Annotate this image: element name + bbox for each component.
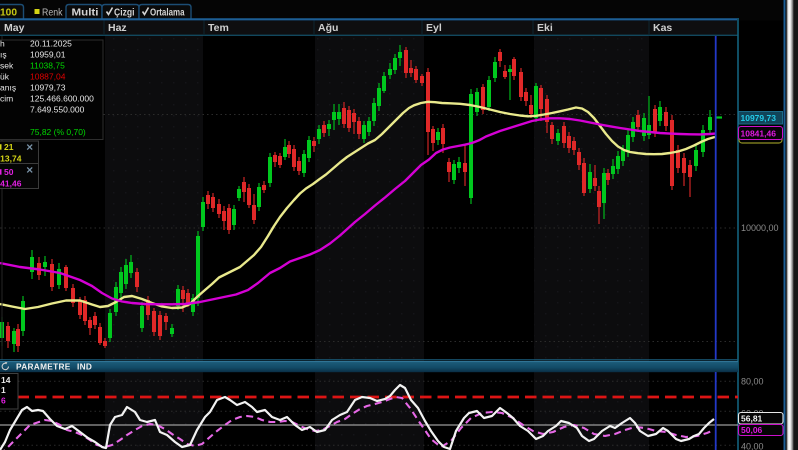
svg-text:20.11.2025: 20.11.2025 xyxy=(30,39,72,49)
svg-text:56,81: 56,81 xyxy=(741,414,763,424)
svg-text:50: 50 xyxy=(4,167,14,177)
svg-text:Renk: Renk xyxy=(42,7,63,19)
svg-text:ük: ük xyxy=(0,72,10,82)
svg-text:Kas: Kas xyxy=(653,22,672,34)
svg-text:14: 14 xyxy=(1,375,11,385)
svg-text:IND: IND xyxy=(77,362,92,372)
svg-text:Haz: Haz xyxy=(108,22,127,34)
svg-text:6: 6 xyxy=(1,396,6,406)
svg-text:50,06: 50,06 xyxy=(741,425,763,435)
svg-text:PARAMETRE: PARAMETRE xyxy=(16,362,71,372)
svg-text:Multi: Multi xyxy=(72,8,99,19)
svg-text:Çizgi: Çizgi xyxy=(114,8,135,19)
svg-text:sek: sek xyxy=(0,61,14,71)
svg-text:1: 1 xyxy=(1,385,6,395)
svg-text:10841,46: 10841,46 xyxy=(0,179,22,189)
svg-text:10959,01: 10959,01 xyxy=(30,50,66,60)
svg-text:21: 21 xyxy=(4,142,14,152)
svg-text:100: 100 xyxy=(0,8,17,19)
svg-text:Eki: Eki xyxy=(537,22,553,34)
svg-text:Ortalama: Ortalama xyxy=(150,8,185,19)
svg-text:10000,00: 10000,00 xyxy=(741,223,779,233)
svg-text:May: May xyxy=(4,22,25,34)
svg-text:Ağu: Ağu xyxy=(318,22,338,34)
svg-text:11038,75: 11038,75 xyxy=(30,61,65,71)
svg-text:10813,74: 10813,74 xyxy=(0,154,22,164)
svg-text:ış: ış xyxy=(0,50,7,60)
svg-text:10887,04: 10887,04 xyxy=(30,72,66,82)
svg-text:125.466.600.000: 125.466.600.000 xyxy=(30,94,94,104)
svg-text:anış: anış xyxy=(0,83,16,93)
svg-text:10979,73: 10979,73 xyxy=(741,113,777,123)
svg-text:7.649.550.000: 7.649.550.000 xyxy=(30,105,85,115)
svg-text:Tem: Tem xyxy=(208,22,229,34)
svg-text:h: h xyxy=(0,39,5,49)
svg-text:Eyl: Eyl xyxy=(426,22,442,34)
svg-text:10979,73: 10979,73 xyxy=(30,83,66,93)
svg-text:40,00: 40,00 xyxy=(741,442,764,450)
svg-text:75,82 (% 0,70): 75,82 (% 0,70) xyxy=(30,127,86,137)
svg-text:cim: cim xyxy=(0,94,13,104)
svg-text:10841,46: 10841,46 xyxy=(741,129,777,139)
svg-text:80,00: 80,00 xyxy=(741,377,764,387)
